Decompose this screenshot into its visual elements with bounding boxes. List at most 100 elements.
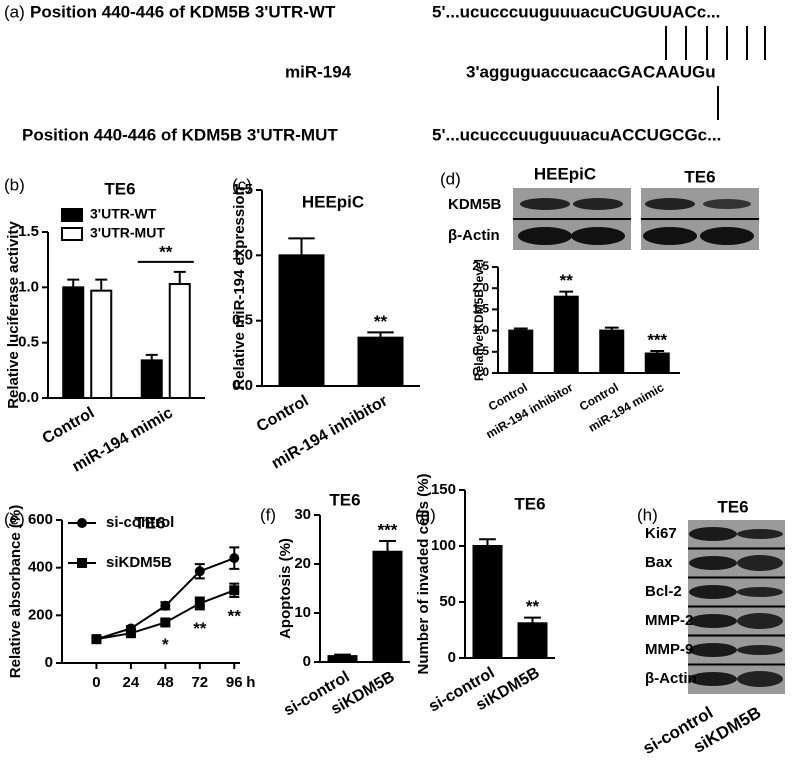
chart-title: TE6	[514, 494, 545, 513]
blot-row-label: β-Actin	[645, 670, 697, 687]
y-tick-label: 0.5	[18, 334, 39, 351]
marker	[194, 566, 205, 577]
x-tick-label: Control	[254, 392, 312, 435]
y-tick-label: 1.0	[18, 278, 39, 295]
significance-label: ***	[378, 520, 398, 539]
legend-label: siKDM5B	[106, 554, 172, 571]
band	[689, 672, 737, 686]
legend-label: si-control	[106, 514, 174, 531]
significance-label: **	[159, 242, 173, 261]
sequence: 3'agguguaccucaacGACAAUGu	[466, 62, 716, 81]
panel-label: (c)	[232, 175, 252, 194]
error-bar	[334, 653, 351, 657]
sequence-label: Position 440-446 of KDM5B 3'UTR-MUT	[22, 125, 338, 144]
band	[737, 555, 783, 571]
y-tick-label: 0	[303, 653, 311, 670]
bar	[472, 545, 503, 659]
panel-label: (a)	[4, 2, 25, 21]
panel-label: (g)	[415, 505, 436, 524]
y-tick-label: 1.5	[232, 181, 253, 198]
blot-title: TE6	[684, 167, 715, 186]
error-bar	[379, 539, 396, 552]
sequence-label: Position 440-446 of KDM5B 3'UTR-WT	[30, 2, 336, 21]
panel-label: (f)	[260, 505, 276, 524]
y-tick-label: 0.0	[18, 389, 39, 406]
panel-label: (d)	[440, 169, 461, 188]
band	[689, 527, 737, 541]
error-bar	[650, 349, 665, 354]
blot-row-label: β-Actin	[448, 227, 500, 244]
band	[737, 645, 783, 655]
marker	[77, 518, 87, 528]
marker	[125, 628, 136, 639]
error-bar	[67, 278, 80, 288]
bar	[644, 352, 670, 375]
bar	[140, 359, 163, 399]
marker	[160, 600, 171, 611]
significance-label: **	[374, 312, 388, 331]
x-unit: h	[246, 674, 255, 691]
y-tick-label: 0.0	[232, 377, 253, 394]
y-tick-label: 1.5	[472, 302, 489, 316]
blot	[513, 188, 759, 250]
bar	[599, 329, 625, 375]
band	[689, 643, 737, 657]
marker	[91, 634, 102, 645]
blot-row-label: MMP-2	[645, 612, 693, 629]
y-axis-label: Relative luciferase activity	[5, 221, 22, 409]
y-tick-label: 0.5	[472, 344, 489, 358]
chart-title: TE6	[134, 513, 165, 532]
y-tick-label: 200	[28, 606, 53, 623]
panel-label: (e)	[4, 509, 25, 528]
sequence: 5'...ucucccuuguuuacuACCUGCGc...	[432, 125, 721, 144]
x-tick-label: 72	[191, 674, 208, 691]
blot-title: TE6	[717, 497, 748, 516]
y-tick-label: 600	[28, 511, 53, 528]
bar	[278, 254, 325, 387]
marker	[229, 585, 240, 596]
y-axis-label: Number of invaded cells (%)	[415, 474, 432, 675]
y-tick-label: 0	[448, 649, 456, 666]
y-tick-label: 0	[45, 654, 53, 671]
chart-title: TE6	[329, 490, 360, 509]
blot-title: HEEpiC	[534, 164, 596, 183]
chart-title: HEEpiC	[302, 192, 364, 211]
panel-label: (b)	[4, 175, 25, 194]
legend-label: 3'UTR-WT	[90, 206, 157, 222]
error-bar	[604, 326, 619, 331]
marker	[160, 617, 171, 628]
bar	[553, 295, 579, 374]
y-tick-label: 0.5	[232, 312, 253, 329]
band	[520, 198, 570, 210]
significance-label: **	[228, 606, 242, 625]
band	[737, 529, 783, 539]
y-axis-label: Relative miR-194 expression	[231, 186, 248, 389]
error-bar	[367, 331, 394, 338]
legend-swatch	[61, 208, 83, 222]
y-tick-label: 10	[294, 604, 311, 621]
y-tick-label: 1.0	[472, 323, 489, 337]
band	[643, 227, 697, 245]
x-tick-label: 48	[157, 674, 174, 691]
error-bar	[173, 270, 186, 285]
significance-label: **	[560, 271, 574, 290]
bar	[517, 622, 548, 660]
error-bar	[513, 327, 528, 331]
y-tick-label: 2.0	[472, 280, 489, 294]
bar	[357, 336, 404, 387]
x-tick-label: 96	[226, 674, 243, 691]
bar	[168, 283, 191, 399]
band	[700, 227, 754, 245]
y-tick-label: 150	[431, 481, 456, 498]
y-axis-label: Relative absorbance (%)	[7, 505, 24, 678]
significance-label: *	[162, 635, 169, 654]
y-tick-label: 20	[294, 555, 311, 572]
sequence-label: miR-194	[285, 62, 352, 81]
marker	[77, 558, 87, 568]
band	[737, 671, 783, 687]
band	[689, 614, 737, 628]
band	[737, 613, 783, 629]
band	[689, 585, 737, 599]
marker	[229, 553, 240, 564]
